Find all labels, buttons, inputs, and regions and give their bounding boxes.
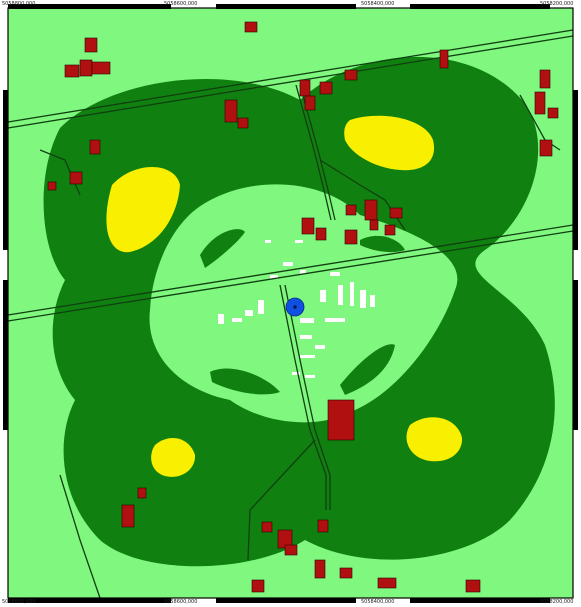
coord-label-bottom-left: 5058800,000 — [2, 599, 36, 605]
source-marker[interactable] — [285, 297, 305, 317]
coord-label-bottom-mid2: 5058400,000 — [361, 599, 395, 605]
inner-dark-patches — [200, 229, 405, 395]
coord-label-top-mid2: 5058400,000 — [361, 1, 395, 7]
coord-label-top-left: 5058800,000 — [2, 1, 36, 7]
white-zone — [218, 240, 375, 378]
coord-label-bottom-mid1: 5058600,000 — [164, 599, 198, 605]
buildings — [47, 21, 559, 593]
coord-label-top-right: 5058200,000 — [540, 1, 574, 7]
coord-label-top-mid1: 5058600,000 — [164, 1, 198, 7]
map-frame — [3, 4, 578, 603]
coord-label-bottom-right: 5058200,000 — [540, 599, 574, 605]
hot-zones — [106, 115, 463, 477]
